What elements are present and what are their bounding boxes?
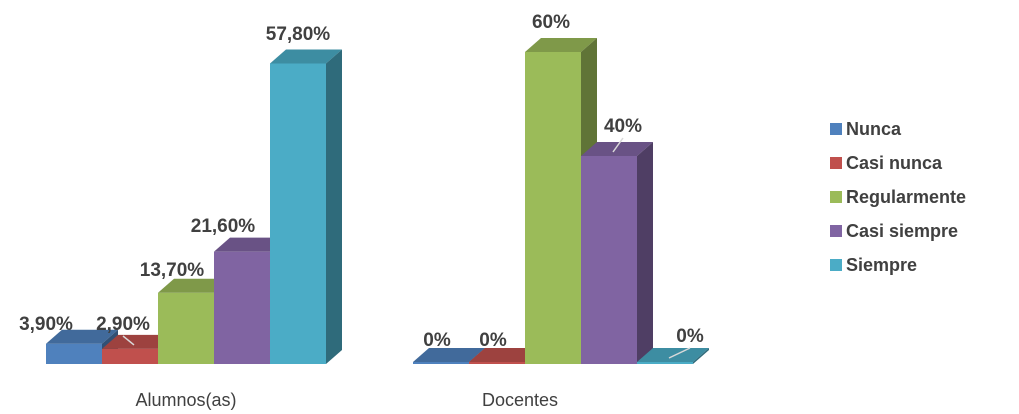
bar-side-1-3 [637, 142, 653, 364]
bar-0-4 [270, 63, 326, 364]
bar-1-3 [581, 156, 637, 364]
bar-1-2 [525, 52, 581, 364]
bar-1-1 [469, 362, 525, 364]
bar-top-1-4 [637, 348, 709, 362]
bar-top-0-1 [102, 334, 174, 349]
legend-label: Nunca [846, 118, 902, 139]
bar-1-0 [413, 362, 469, 364]
data-label-1-0: 0% [423, 330, 451, 351]
bar-0-3 [214, 251, 270, 364]
legend-label: Regularmente [846, 186, 967, 207]
legend-label: Casi nunca [846, 152, 943, 173]
legend-item: Casi siempre [830, 214, 966, 248]
legend-label: Siempre [846, 254, 918, 275]
legend-swatch [830, 225, 842, 237]
legend-label: Casi siempre [846, 220, 959, 241]
chart-legend: Nunca Casi nunca Regularmente Casi siempre S… [830, 112, 966, 282]
bar-top-1-1 [469, 348, 541, 362]
category-label-0: Alumnos(as) [135, 390, 236, 410]
bar-top-0-4 [270, 49, 342, 64]
legend-swatch [830, 157, 842, 169]
bar-0-2 [158, 292, 214, 364]
leader-line-1-4 [668, 347, 691, 359]
category-label-1: Docentes [482, 390, 558, 410]
bar-top-1-0 [413, 348, 485, 362]
data-label-0-0: 3,90% [19, 314, 73, 335]
legend-swatch [830, 259, 842, 271]
data-label-1-4: 0% [676, 326, 704, 347]
bar-1-4 [637, 362, 693, 364]
leader-line-0-1 [122, 335, 135, 346]
data-label-0-4: 57,80% [266, 24, 331, 45]
bar-0-0 [46, 343, 102, 364]
legend-swatch [830, 123, 842, 135]
legend-item: Casi nunca [830, 146, 966, 180]
bar-top-0-0 [46, 329, 118, 344]
legend-swatch [830, 191, 842, 203]
bar-top-0-3 [214, 237, 286, 252]
data-label-0-3: 21,60% [191, 216, 256, 237]
bar-top-1-2 [525, 38, 597, 52]
data-label-0-2: 13,70% [140, 260, 205, 281]
legend-item: Regularmente [830, 180, 966, 214]
bar-top-0-2 [158, 278, 230, 293]
bar-top-1-3 [581, 142, 653, 156]
legend-item: Siempre [830, 248, 966, 282]
leader-line-1-3 [612, 137, 624, 153]
data-label-1-1: 0% [479, 330, 507, 351]
data-label-1-3: 40% [604, 116, 642, 137]
data-label-1-2: 60% [532, 12, 570, 33]
bar-0-1 [102, 348, 158, 364]
bar-side-0-4 [326, 49, 342, 364]
bar-side-1-4 [693, 348, 709, 364]
data-label-0-1: 2,90% [96, 314, 150, 335]
legend-item: Nunca [830, 112, 966, 146]
